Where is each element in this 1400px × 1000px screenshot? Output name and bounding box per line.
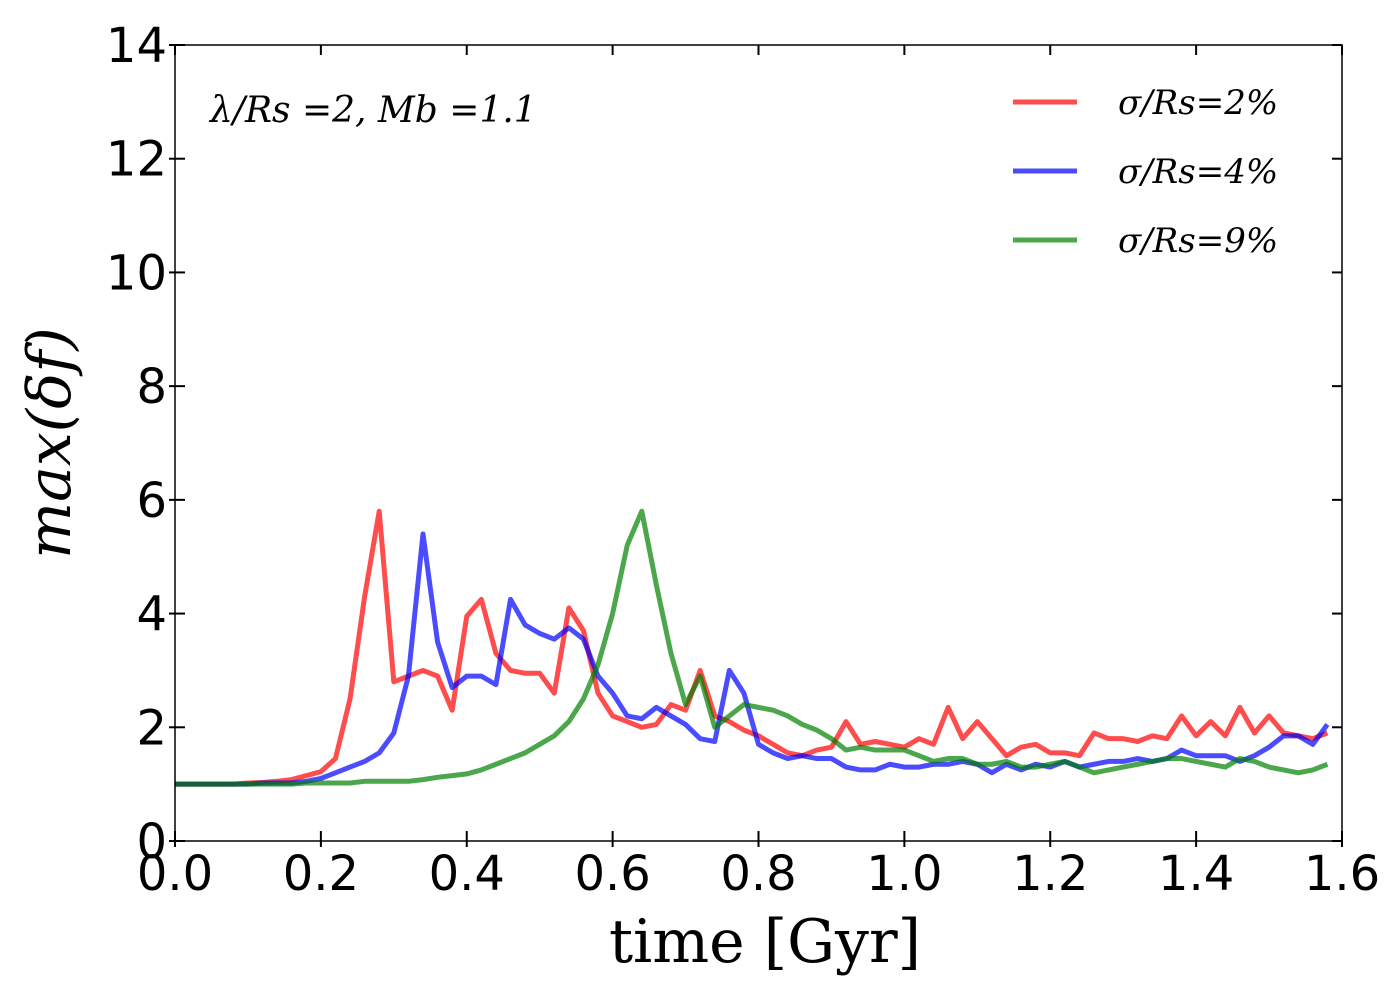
x-tick-label: 1.2 [1012, 846, 1088, 902]
x-tick-label: 1.6 [1304, 846, 1380, 902]
y-tick-label: 0 [136, 814, 167, 870]
series-line [175, 508, 1329, 787]
plot-frame [174, 44, 1343, 842]
x-tick-label: 0.6 [574, 846, 650, 902]
x-tick-label: 0.2 [283, 846, 359, 902]
y-tick-label: 6 [136, 473, 167, 529]
annotation: λ/Rs =2, Mb =1.1 [208, 90, 537, 131]
y-axis-label: max(δf) [15, 327, 85, 559]
y-tick-label: 8 [136, 359, 167, 415]
legend-label: σ/Rs=9% [1118, 221, 1278, 261]
legend-label: σ/Rs=4% [1118, 152, 1278, 192]
x-tick-label: 1.4 [1158, 846, 1234, 902]
y-tick-label: 12 [106, 132, 167, 188]
legend-label: σ/Rs=2% [1118, 83, 1278, 123]
y-tick-label: 2 [136, 700, 167, 756]
x-axis-label: time [Gyr] [609, 907, 921, 977]
series-line [175, 508, 1329, 787]
x-tick-label: 0.4 [429, 846, 505, 902]
y-tick-label: 14 [106, 18, 167, 74]
y-tick-label: 10 [106, 245, 167, 301]
y-tick-label: 4 [136, 587, 167, 643]
x-tick-label: 1.0 [866, 846, 942, 902]
series-line [175, 531, 1330, 787]
x-tick-label: 0.8 [720, 846, 796, 902]
x-tick-label: 0.0 [137, 846, 213, 902]
